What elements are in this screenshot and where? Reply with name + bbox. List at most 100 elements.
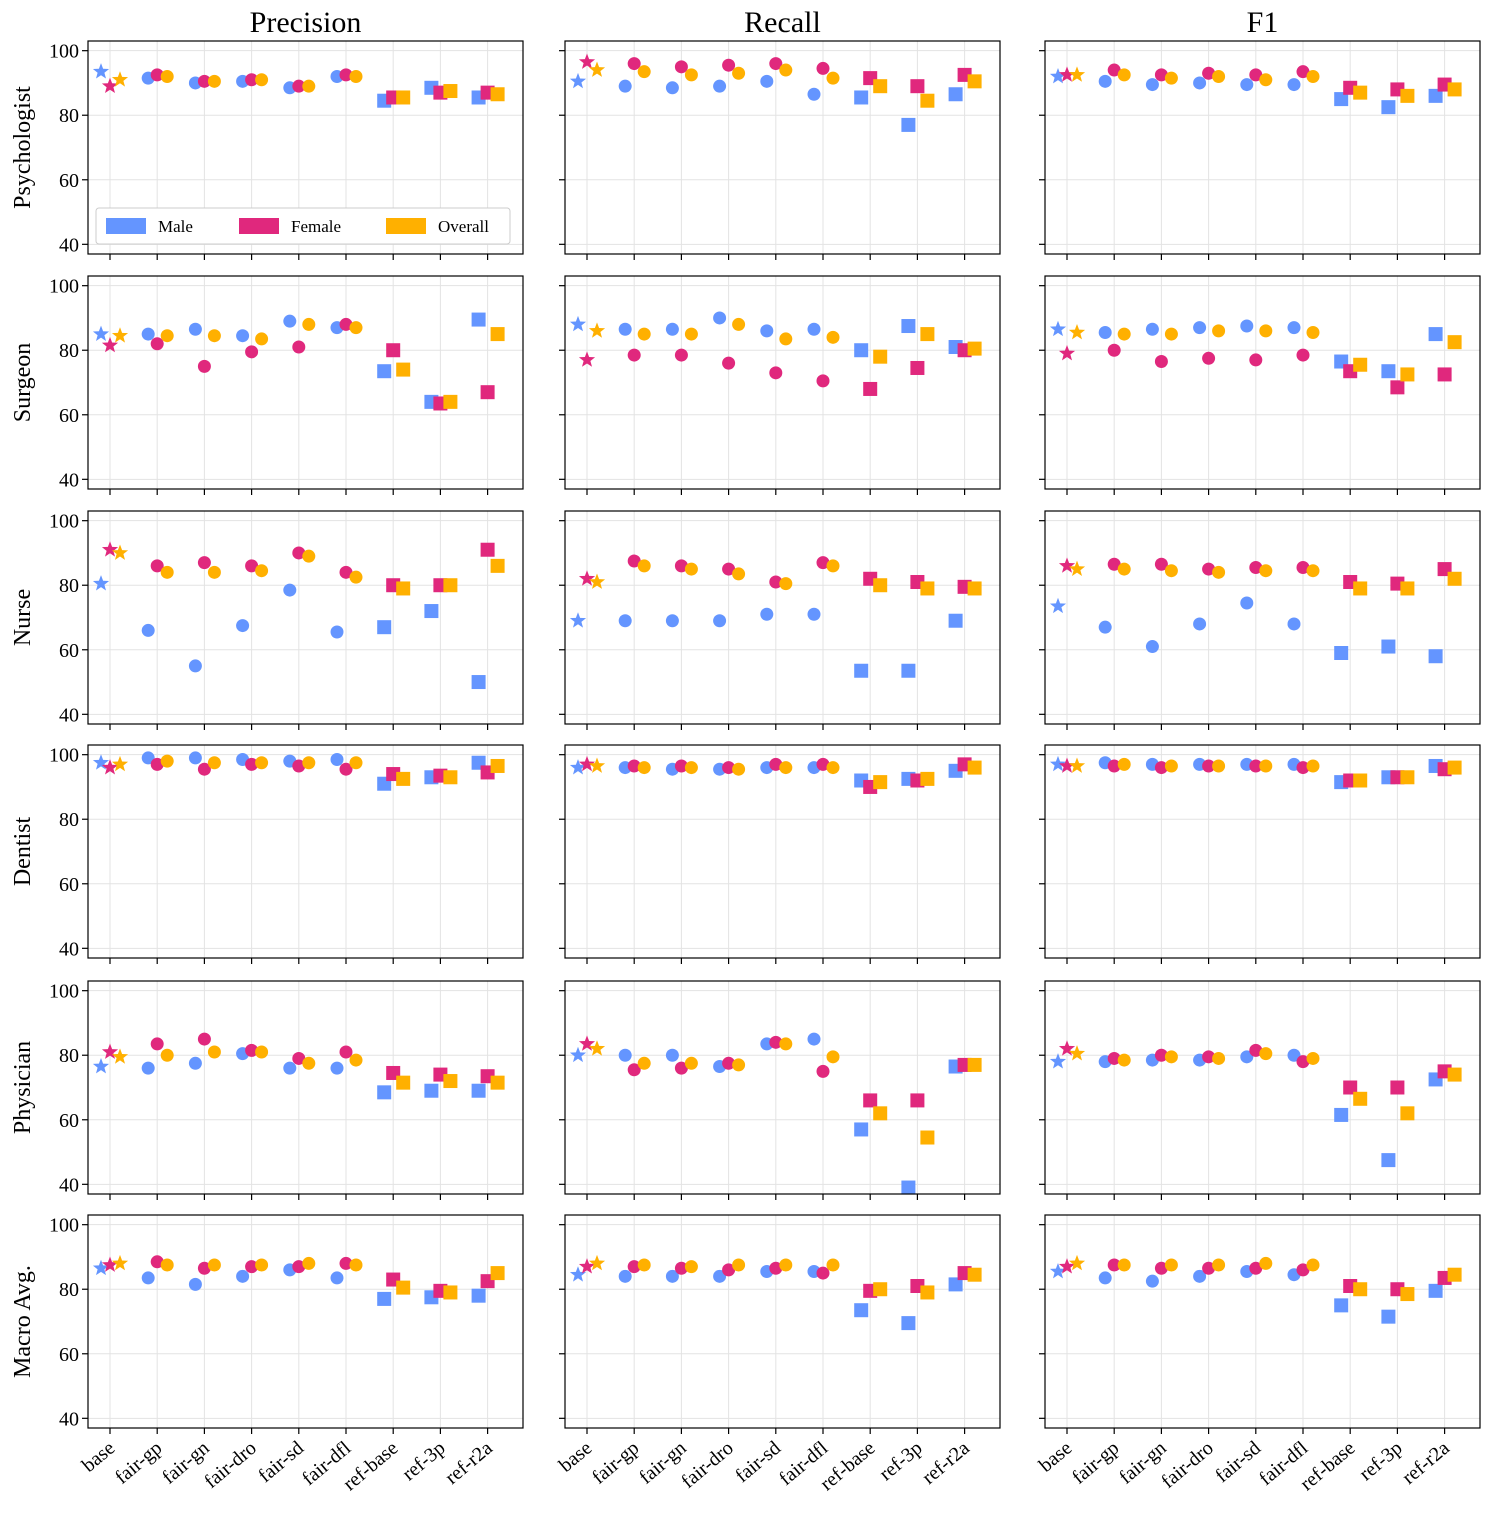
panel-macro-avg-f1: basefair-gpfair-gnfair-drofair-sdfair-df… (1035, 1214, 1481, 1495)
marker-overall-base (588, 61, 606, 77)
marker-female-fair-sd (1249, 1043, 1263, 1057)
panel-frame (87, 1214, 524, 1429)
marker-overall-base (588, 573, 606, 589)
marker-overall-fair-gp (637, 559, 651, 573)
marker-female-fair-gn (1154, 1048, 1168, 1062)
marker-overall-fair-dfl (1306, 325, 1320, 339)
marker-male-fair-dfl (1287, 321, 1301, 335)
marker-male-fair-gp (618, 322, 632, 336)
x-tick-label-fair-gp: fair-gp (1068, 1437, 1124, 1489)
marker-overall-fair-dfl (826, 1050, 840, 1064)
marker-female-fair-dfl (1296, 1263, 1310, 1277)
panel-psychologist-precision: 40 60 80 100 Male Female Overall (49, 40, 524, 260)
marker-male-fair-gp (1098, 74, 1112, 88)
marker-overall-ref-r2a (490, 1266, 505, 1281)
marker-male-ref-r2a (471, 675, 486, 690)
marker-male-fair-gn (1145, 640, 1159, 654)
marker-overall-fair-dfl (1306, 564, 1320, 578)
marker-overall-fair-dfl (1306, 1051, 1320, 1065)
marker-overall-ref-base (1353, 773, 1368, 788)
marker-female-fair-sd (292, 546, 306, 560)
marker-female-fair-dfl (816, 1266, 830, 1280)
marker-male-base (1049, 1053, 1067, 1069)
marker-male-ref-3p (1381, 100, 1396, 115)
panel-dentist-f1 (1039, 744, 1481, 964)
marker-overall-fair-gp (160, 565, 174, 579)
marker-female-fair-sd (292, 79, 306, 93)
panel-frame (1044, 744, 1481, 959)
marker-male-fair-gn (188, 1056, 202, 1070)
marker-male-fair-dro (236, 1269, 250, 1283)
marker-overall-fair-dro (732, 1058, 746, 1072)
x-tick-label-fair-dro: fair-dro (1157, 1437, 1218, 1493)
marker-overall-fair-gp (160, 70, 174, 83)
marker-male-base (92, 1259, 110, 1276)
marker-overall-fair-dro (732, 762, 746, 776)
marker-male-fair-gn (188, 322, 202, 336)
marker-overall-fair-dro (1212, 1258, 1226, 1272)
marker-male-fair-gp (618, 614, 632, 628)
marker-male-fair-gn (188, 659, 202, 673)
marker-overall-ref-base (873, 1106, 888, 1121)
marker-overall-fair-sd (1259, 324, 1273, 338)
marker-overall-fair-gn (1164, 1258, 1178, 1272)
marker-overall-ref-base (1353, 1282, 1368, 1297)
marker-female-fair-dfl (339, 762, 353, 776)
marker-male-base (92, 754, 110, 770)
marker-female-fair-dfl (1296, 560, 1310, 574)
marker-overall-base (588, 1040, 606, 1056)
panel-nurse-recall (559, 510, 1001, 730)
marker-female-fair-sd (769, 57, 783, 71)
marker-overall-base (588, 322, 606, 338)
marker-female-fair-sd (769, 575, 783, 589)
marker-overall-fair-dfl (1306, 1258, 1320, 1272)
marker-overall-ref-3p (1400, 88, 1415, 103)
marker-overall-ref-base (396, 90, 411, 105)
marker-overall-fair-dro (732, 1258, 746, 1272)
legend-label-female: Female (291, 217, 341, 236)
marker-overall-fair-dro (255, 1258, 269, 1272)
marker-overall-fair-sd (779, 1258, 793, 1272)
marker-overall-fair-sd (302, 1256, 316, 1270)
panel-frame (87, 510, 524, 725)
marker-overall-fair-dfl (826, 71, 840, 85)
marker-overall-fair-gn (1164, 759, 1178, 773)
marker-overall-fair-dro (1212, 324, 1226, 338)
marker-male-fair-gp (141, 1271, 155, 1285)
y-tick-label: 60 (59, 874, 79, 896)
marker-female-fair-dfl (816, 1064, 830, 1078)
marker-female-fair-gn (197, 74, 211, 88)
marker-overall-fair-dro (255, 564, 269, 578)
marker-male-ref-r2a (1428, 88, 1443, 103)
marker-overall-fair-gp (1117, 1258, 1131, 1272)
marker-female-fair-dro (245, 1043, 259, 1057)
marker-overall-fair-gn (684, 562, 698, 576)
marker-male-ref-3p (901, 1316, 916, 1331)
marker-overall-fair-dfl (826, 559, 840, 573)
marker-female-fair-dfl (816, 757, 830, 771)
marker-overall-ref-r2a (967, 581, 982, 596)
y-tick-label: 40 (59, 938, 79, 960)
x-tick-label-fair-dro: fair-dro (677, 1437, 738, 1493)
marker-female-fair-gn (1154, 355, 1168, 369)
marker-overall-ref-base (396, 362, 411, 377)
marker-male-ref-r2a (1428, 649, 1443, 664)
marker-overall-base (111, 544, 129, 560)
x-tick-label-fair-sd: fair-sd (1211, 1437, 1265, 1487)
marker-female-fair-dro (722, 761, 736, 775)
column-title-recall: Recall (744, 6, 821, 39)
marker-male-fair-gn (665, 614, 679, 628)
panel-physician-f1 (1039, 980, 1481, 1200)
y-tick-label: 100 (49, 41, 79, 63)
marker-female-base (101, 541, 119, 557)
marker-overall-fair-sd (302, 756, 316, 770)
marker-male-fair-dfl (330, 1271, 344, 1285)
marker-female-fair-gn (674, 1261, 688, 1275)
x-tick-label-ref-3p: ref-3p (1355, 1437, 1407, 1485)
marker-overall-fair-gp (1117, 327, 1131, 341)
y-tick-label: 40 (59, 1174, 79, 1196)
marker-female-fair-dfl (339, 68, 353, 82)
marker-female-fair-sd (1249, 560, 1263, 574)
row-label-surgeon: Surgeon (10, 343, 36, 423)
marker-male-fair-dro (1193, 617, 1207, 631)
